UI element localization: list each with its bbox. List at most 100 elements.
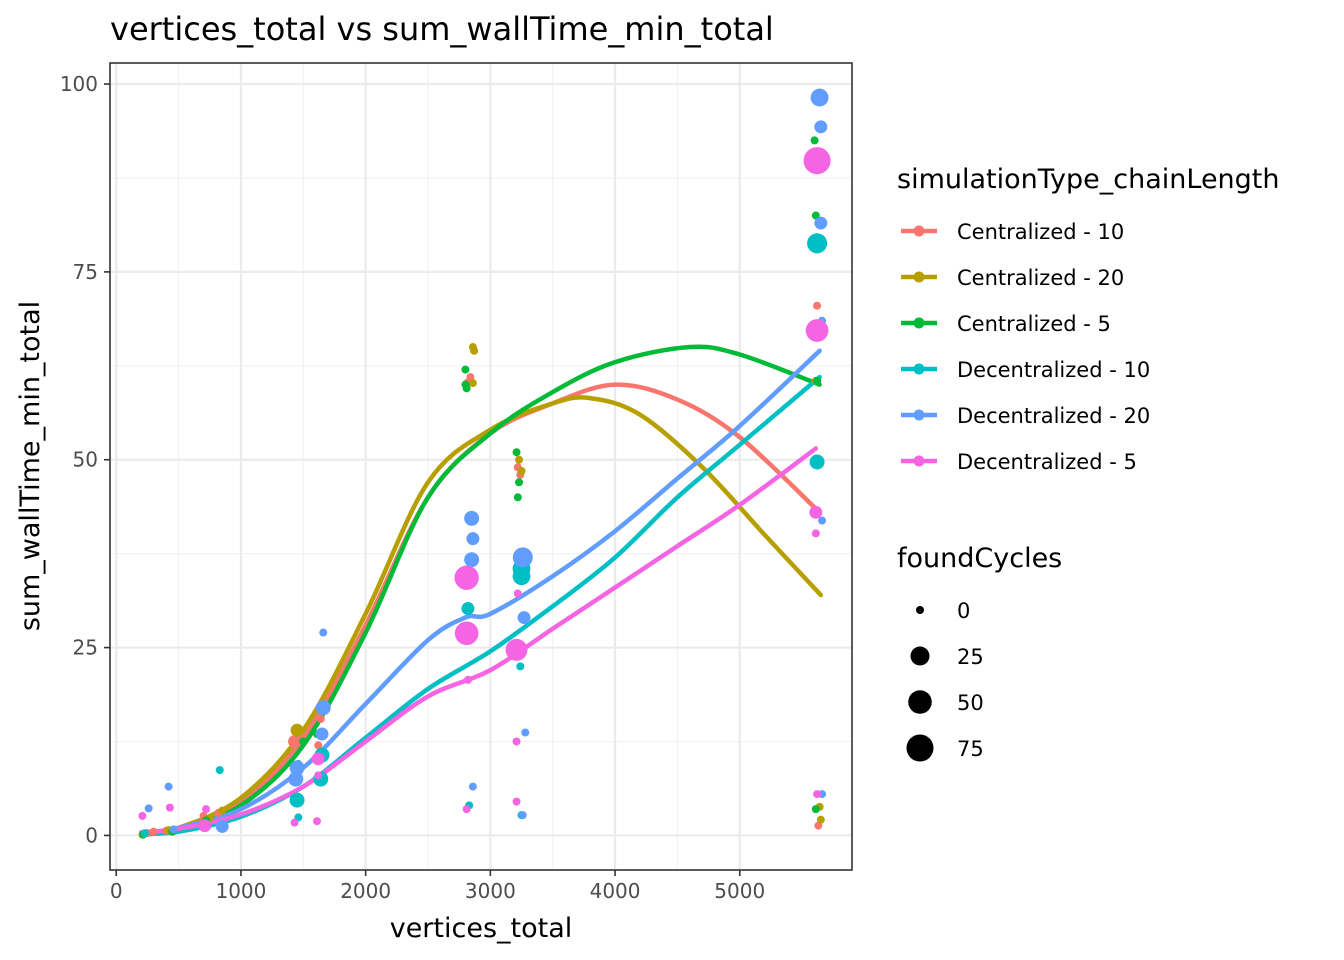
data-point [818, 516, 827, 525]
color-legend-title: simulationType_chainLength [897, 164, 1280, 195]
chart-title: vertices_total vs sum_wallTime_min_total [110, 10, 774, 48]
size-legend: foundCycles 0 25 50 75 [897, 543, 1062, 762]
data-point [468, 782, 477, 791]
x-tick-label: 3000 [465, 879, 516, 903]
legend-label: Centralized - 5 [957, 312, 1111, 336]
data-point [517, 611, 531, 624]
data-point [198, 819, 212, 833]
data-point [512, 737, 521, 746]
plot-panel-border [109, 62, 853, 871]
x-tick-label: 5000 [714, 879, 765, 903]
data-point [169, 825, 178, 834]
data-point [515, 478, 524, 487]
data-point [140, 829, 149, 838]
data-point [810, 136, 819, 145]
data-point [505, 638, 528, 661]
data-point [165, 803, 174, 812]
data-point [316, 714, 325, 723]
data-point [463, 675, 472, 684]
legend-label: Decentralized - 10 [957, 358, 1150, 382]
data-point [290, 818, 299, 827]
data-point [288, 735, 302, 748]
data-point [813, 376, 822, 385]
data-point [512, 797, 521, 806]
data-point [315, 727, 329, 741]
legend-key-dot [913, 455, 925, 467]
legend-key-dot [913, 225, 925, 237]
data-point [517, 467, 526, 476]
data-point [215, 819, 229, 833]
data-point [515, 455, 524, 464]
y-tick-label: 0 [85, 823, 98, 847]
legend-key-dot [913, 271, 925, 283]
data-point [816, 815, 825, 824]
data-point [468, 379, 477, 388]
data-point [289, 760, 305, 776]
size-legend-key [908, 690, 932, 714]
data-point [464, 510, 480, 526]
legend-label: Centralized - 10 [957, 220, 1124, 244]
trend-line [138, 395, 824, 837]
data-point [814, 120, 828, 134]
data-point [164, 782, 173, 791]
plot-background [110, 63, 852, 870]
legend-label: Centralized - 20 [957, 266, 1124, 290]
data-point [461, 365, 470, 374]
trend-lines [138, 344, 824, 837]
x-tick-label: 2000 [340, 879, 391, 903]
data-point [811, 529, 820, 538]
data-point [461, 602, 475, 615]
data-point [215, 766, 224, 775]
data-point [288, 771, 304, 787]
color-legend: simulationType_chainLength Centralized -… [897, 164, 1280, 474]
legend-label: Decentralized - 20 [957, 404, 1150, 428]
data-point [518, 811, 527, 820]
data-point [144, 804, 153, 813]
data-point [466, 532, 480, 546]
data-point [516, 662, 525, 671]
data-point [810, 88, 829, 107]
data-points [138, 88, 831, 839]
data-point [289, 792, 305, 808]
data-point [202, 805, 211, 814]
size-legend-label: 0 [957, 599, 970, 623]
data-point [454, 621, 479, 646]
y-axis-ticks: 0 25 50 75 100 [60, 72, 110, 847]
data-point [454, 565, 479, 590]
data-point [218, 806, 227, 815]
data-point [299, 737, 308, 746]
data-point [314, 741, 323, 750]
data-point [470, 346, 479, 355]
data-point [313, 817, 322, 826]
data-point [809, 454, 825, 470]
data-point [461, 380, 470, 389]
x-tick-label: 1000 [215, 879, 266, 903]
size-legend-label: 50 [957, 691, 984, 715]
data-point [814, 216, 828, 230]
data-point [462, 805, 471, 814]
x-axis-ticks: 0 1000 2000 3000 4000 5000 [110, 870, 765, 903]
x-axis-title: vertices_total [390, 913, 573, 944]
data-point [149, 827, 158, 836]
size-legend-label: 75 [957, 737, 984, 761]
legend-key-dot [913, 363, 925, 375]
x-tick-label: 4000 [590, 879, 641, 903]
y-tick-label: 100 [60, 72, 98, 96]
data-point [513, 493, 522, 502]
size-legend-key [916, 606, 924, 614]
data-point [807, 233, 828, 254]
data-point [512, 448, 521, 457]
data-point [464, 552, 480, 568]
data-point [513, 589, 522, 598]
size-legend-title: foundCycles [897, 543, 1062, 574]
y-tick-label: 50 [73, 448, 98, 472]
data-point [813, 790, 822, 799]
data-point [813, 301, 822, 310]
data-point [512, 547, 533, 568]
grid [110, 63, 852, 870]
size-legend-label: 25 [957, 645, 984, 669]
y-tick-label: 25 [73, 636, 98, 660]
trend-line [138, 344, 822, 837]
data-point [809, 505, 823, 519]
